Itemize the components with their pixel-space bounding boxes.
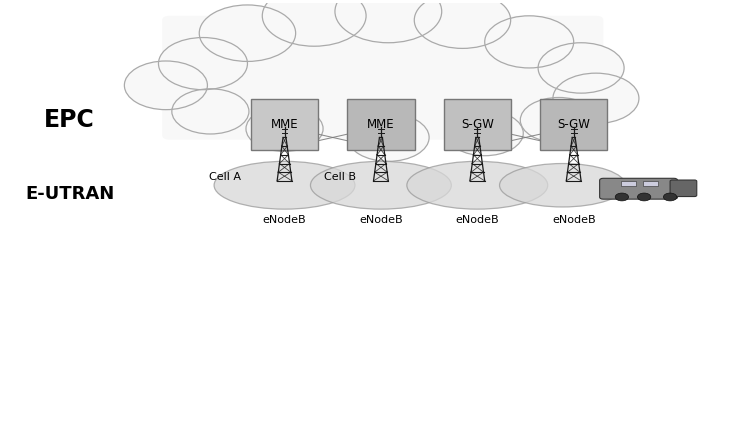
- FancyBboxPatch shape: [540, 99, 607, 150]
- Circle shape: [262, 0, 366, 46]
- Circle shape: [538, 43, 624, 93]
- Circle shape: [199, 5, 296, 62]
- Circle shape: [347, 114, 429, 161]
- Circle shape: [446, 110, 523, 156]
- Ellipse shape: [500, 164, 625, 207]
- Ellipse shape: [407, 161, 548, 209]
- FancyBboxPatch shape: [162, 16, 604, 139]
- Circle shape: [172, 89, 249, 134]
- Circle shape: [637, 193, 651, 201]
- Circle shape: [616, 193, 628, 201]
- FancyBboxPatch shape: [600, 178, 678, 199]
- Circle shape: [415, 0, 511, 48]
- Text: MME: MME: [270, 118, 298, 131]
- Circle shape: [246, 106, 323, 151]
- Text: eNodeB: eNodeB: [359, 215, 403, 225]
- Circle shape: [521, 98, 598, 143]
- FancyBboxPatch shape: [251, 99, 318, 150]
- Circle shape: [553, 73, 639, 124]
- Circle shape: [663, 193, 677, 201]
- Text: Cell A: Cell A: [209, 172, 241, 182]
- FancyBboxPatch shape: [670, 180, 697, 197]
- Ellipse shape: [311, 161, 451, 209]
- Text: eNodeB: eNodeB: [552, 215, 595, 225]
- Text: Cell B: Cell B: [324, 172, 356, 182]
- Text: S-GW: S-GW: [461, 118, 494, 131]
- FancyBboxPatch shape: [622, 181, 636, 186]
- Circle shape: [485, 16, 574, 68]
- Circle shape: [124, 61, 208, 110]
- Text: eNodeB: eNodeB: [263, 215, 306, 225]
- FancyBboxPatch shape: [643, 181, 658, 186]
- Ellipse shape: [214, 161, 355, 209]
- FancyBboxPatch shape: [444, 99, 511, 150]
- Text: S-GW: S-GW: [557, 118, 590, 131]
- Text: eNodeB: eNodeB: [456, 215, 499, 225]
- Circle shape: [158, 37, 247, 90]
- Text: EPC: EPC: [44, 108, 95, 132]
- Circle shape: [335, 0, 441, 43]
- Text: MME: MME: [367, 118, 394, 131]
- Text: E-UTRAN: E-UTRAN: [25, 185, 114, 203]
- FancyBboxPatch shape: [347, 99, 415, 150]
